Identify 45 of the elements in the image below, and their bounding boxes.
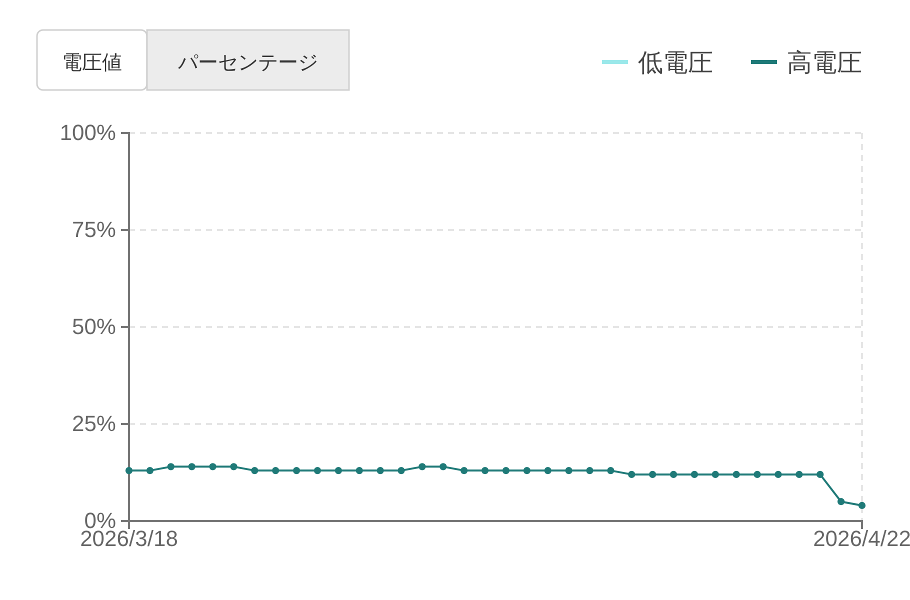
point [314, 467, 322, 474]
point [712, 470, 719, 478]
y-tick-label: 75% [72, 217, 116, 242]
point [292, 467, 300, 474]
point [481, 467, 489, 474]
point [754, 470, 761, 478]
y-tick-label: 50% [72, 314, 116, 340]
point [209, 463, 216, 470]
point [376, 467, 384, 474]
point [418, 463, 426, 470]
point [732, 470, 740, 478]
x-tick-label: 2026/4/22 [813, 526, 910, 551]
point [398, 467, 405, 474]
point [146, 467, 154, 474]
point [460, 467, 468, 474]
point [586, 467, 594, 474]
point [440, 463, 447, 470]
point [816, 470, 824, 478]
point [565, 467, 572, 474]
point [125, 467, 133, 474]
point [272, 467, 280, 474]
y-tick-label: 25% [72, 411, 116, 436]
point [837, 498, 845, 506]
point [858, 502, 866, 510]
point [628, 470, 636, 478]
point [796, 470, 803, 478]
point [230, 463, 238, 470]
toggle-button: パーセンテージ [146, 29, 350, 91]
point [607, 467, 614, 474]
toggle-button: 電圧値 [36, 29, 148, 91]
point [334, 467, 342, 474]
point [649, 470, 656, 478]
point [188, 463, 196, 470]
point [356, 467, 363, 474]
legend-label: 高電圧 [787, 48, 862, 77]
point [544, 467, 552, 474]
point [502, 467, 510, 474]
point [167, 463, 174, 470]
point [251, 467, 258, 474]
point [523, 467, 530, 474]
legend-label: 低電圧 [638, 48, 713, 77]
point [670, 470, 678, 478]
point [690, 470, 698, 478]
y-tick-label: 100% [60, 120, 116, 146]
point [774, 470, 782, 478]
